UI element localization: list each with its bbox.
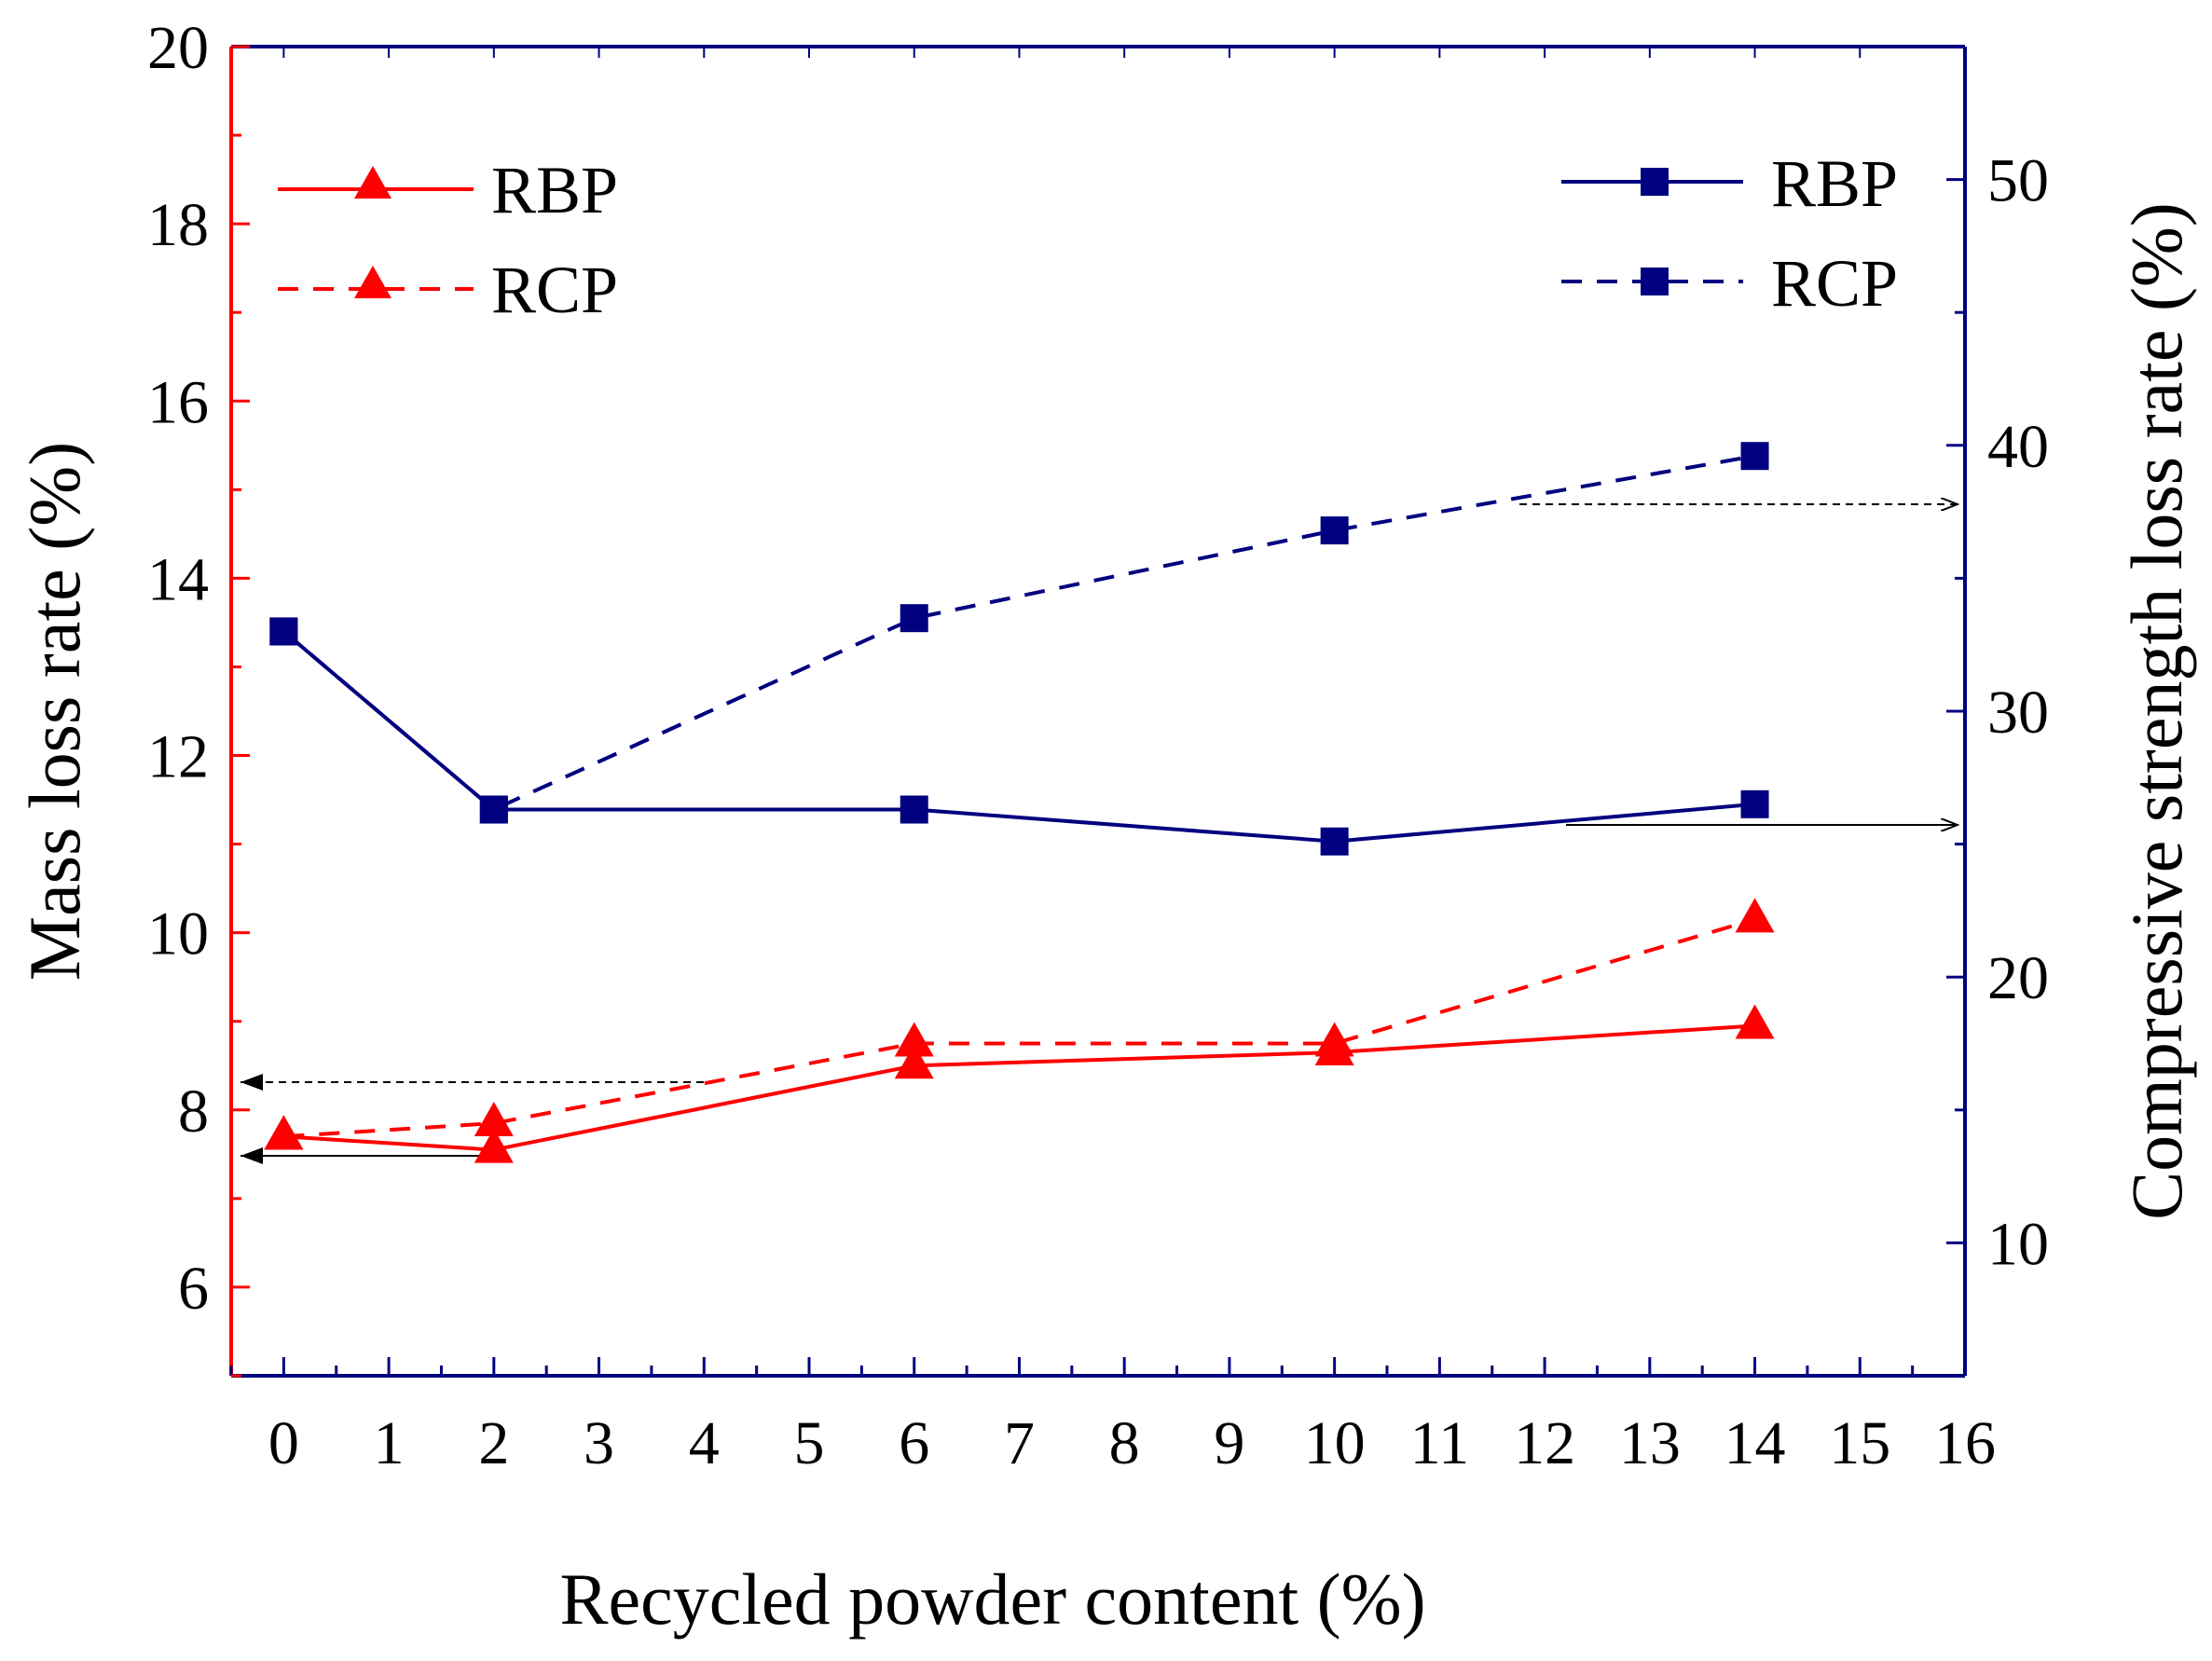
y-left-tick-label: 10 [147,900,209,968]
marker-rcp-right [900,604,928,633]
y-left-tick-label: 6 [178,1255,209,1323]
y-right-tick-label: 10 [1987,1210,2049,1278]
y-right-tick-label: 20 [1987,944,2049,1012]
y-left-tick-label: 14 [147,545,209,613]
x-tick-label: 9 [1214,1409,1244,1477]
x-tick-label: 1 [374,1409,405,1477]
x-tick-label: 3 [584,1409,614,1477]
marker-rbp-left [894,1044,934,1079]
x-tick-label: 12 [1514,1409,1575,1477]
series-line-rcp-right [282,454,1755,812]
x-axis-title: Recycled powder content (%) [559,1558,1425,1640]
marker-rcp-right [479,795,508,824]
marker-rbp-right [1320,827,1349,856]
marker-rcp-right [269,617,298,646]
tick-labels: 0 1 2 3 4 5 6 7 8 9 10 11 12 13 14 15 166810121416182010… [147,14,2049,1477]
legend-right-rcp-label: RCP [1771,246,1898,321]
axes-layer [229,45,1967,1378]
marker-rbp-right [1740,789,1769,818]
legend-right-rbp-marker [1641,168,1669,196]
marker-rcp-right [1320,516,1349,545]
legend-right: RBP RCP [1561,146,1898,321]
marker-rcp-left [1314,1022,1354,1057]
x-tick-label: 0 [268,1409,299,1477]
x-tick-label: 6 [899,1409,929,1477]
legend-left-rbp-marker [354,166,392,199]
y-right-tick-label: 30 [1987,679,2049,747]
marker-rbp-left [474,1128,514,1163]
marker-rbp-right [900,795,928,824]
legend-left-rbp-label: RBP [491,153,618,227]
axis-pointer-arrows [240,504,1958,1164]
y-left-tick-label: 8 [178,1078,209,1146]
series-line-rcp-left [283,917,1756,1139]
ticks-layer [229,45,1967,1378]
legend-left-rcp-label: RCP [491,253,618,327]
x-tick-label: 13 [1619,1409,1681,1477]
marker-rcp-left [1735,898,1775,933]
marker-rcp-left [264,1115,304,1150]
y-left-tick-label: 20 [147,14,209,82]
legend-right-rbp-label: RBP [1771,146,1898,221]
x-tick-label: 10 [1304,1409,1366,1477]
y-right-axis-title: Compressive strength loss rate (%) [2116,202,2197,1220]
x-tick-label: 2 [478,1409,509,1477]
y-right-tick-label: 40 [1987,413,2049,481]
marker-rcp-left [474,1102,514,1137]
marker-rbp-left [1735,1004,1775,1039]
x-tick-label: 15 [1829,1409,1890,1477]
legend-left-rcp-marker [354,266,392,298]
legend-left: RBP RCP [278,153,618,327]
legend-right-rcp-marker [1641,268,1669,295]
y-right-tick-label: 50 [1987,147,2049,215]
x-tick-label: 4 [689,1409,720,1477]
y-left-tick-label: 18 [147,191,209,259]
marker-rcp-left [894,1022,934,1057]
x-tick-label: 8 [1109,1409,1140,1477]
x-tick-label: 7 [1004,1409,1035,1477]
x-tick-label: 16 [1934,1409,1996,1477]
y-left-axis-title: Mass loss rate (%) [14,442,95,981]
y-left-tick-label: 12 [147,723,209,791]
x-tick-label: 11 [1410,1409,1470,1477]
x-tick-label: 5 [794,1409,825,1477]
y-left-tick-label: 16 [147,368,209,436]
marker-rcp-right [1740,442,1769,471]
x-tick-label: 14 [1724,1409,1786,1477]
markers-layer [264,442,1775,1163]
